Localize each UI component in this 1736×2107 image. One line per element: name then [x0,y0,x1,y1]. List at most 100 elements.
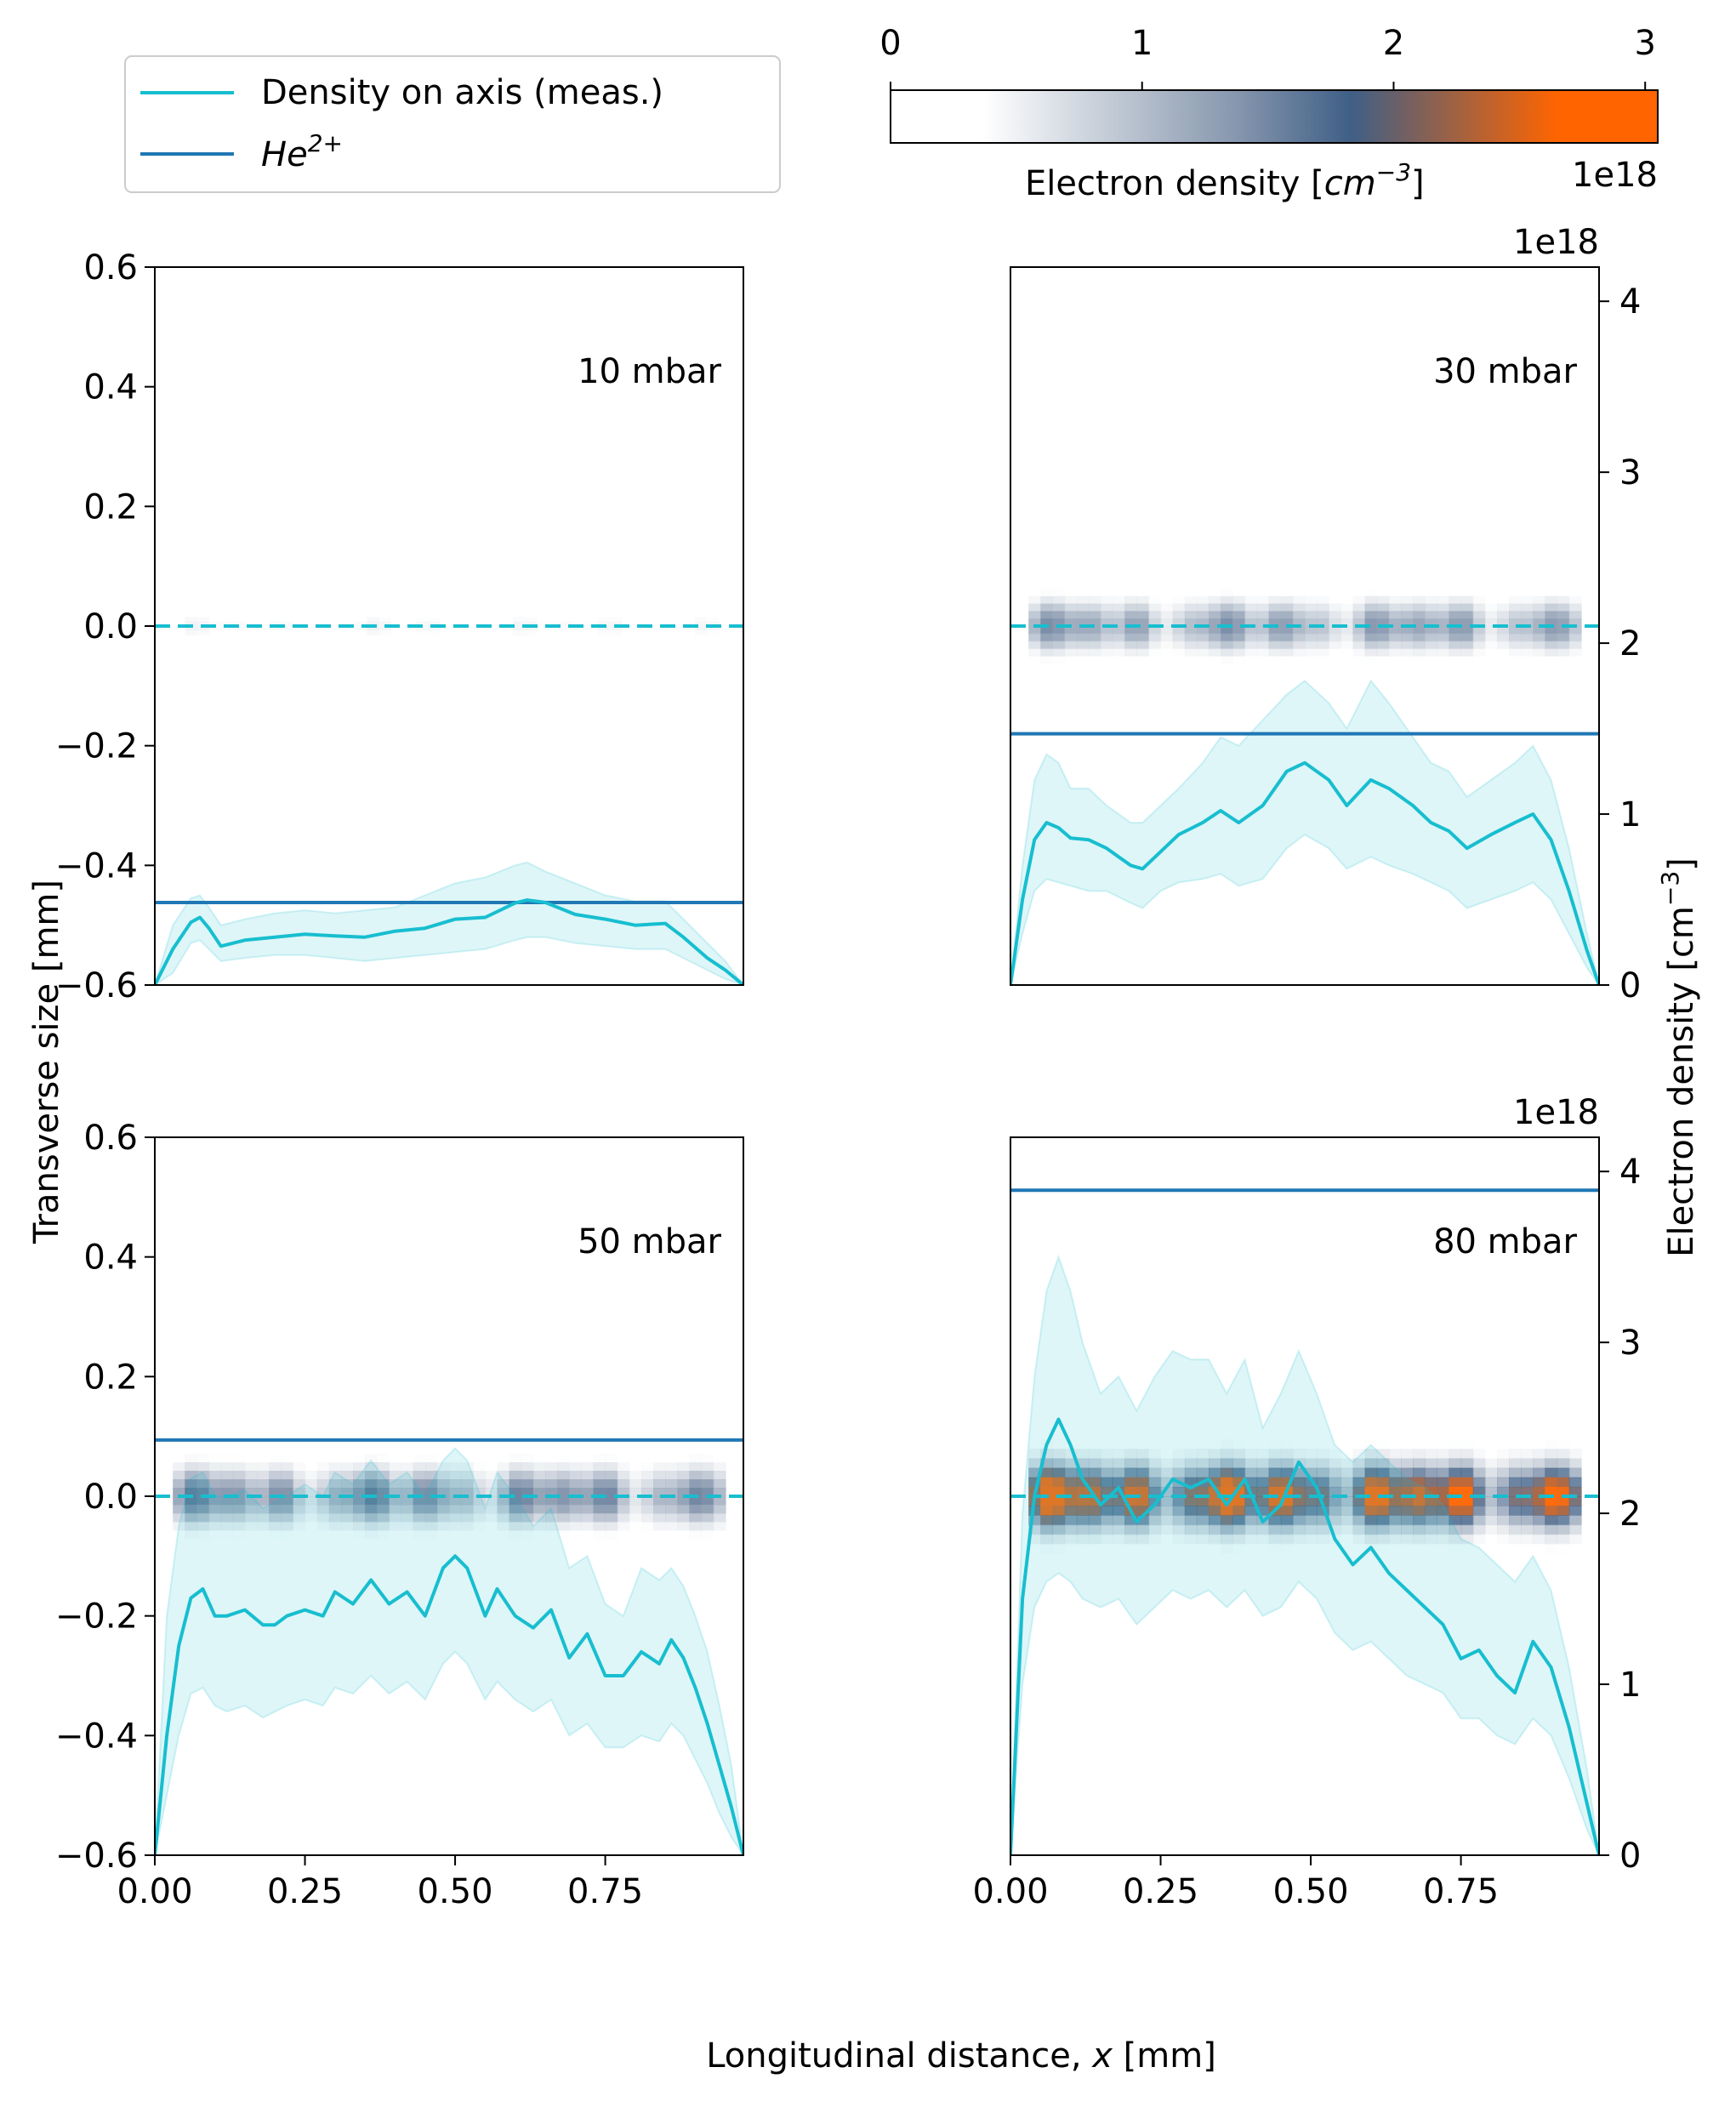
heatmap-cell [1244,656,1258,664]
heatmap-cell [634,639,647,645]
heatmap-cell [377,1505,390,1514]
heatmap-cell [1232,603,1246,612]
heatmap-cell [1533,1458,1546,1469]
heatmap-cell [1449,595,1462,605]
heatmap-cell [1184,1534,1198,1545]
heatmap-cell [1388,581,1402,589]
heatmap-cell [557,1529,570,1540]
heatmap-cell [509,1512,522,1523]
heatmap-cell [1568,1543,1582,1554]
heatmap-cell [353,1454,366,1463]
heatmap-cell [1196,1458,1210,1469]
y-axis-label-left: Transverse size [mm] [27,880,66,1244]
heatmap-cell [1401,595,1414,605]
heatmap-cell [209,617,223,623]
heatmap-cell [610,607,623,613]
heatmap-cell [1088,1477,1101,1488]
heatmap-cell [1148,1486,1162,1497]
heatmap-cell [306,617,320,623]
heatmap-cell [1076,611,1090,619]
heatmap-cell [1533,581,1546,589]
heatmap-cell [488,635,502,641]
heatmap-cell [569,1488,583,1497]
heatmap-cell [1221,1496,1233,1506]
heatmap-cell [1124,633,1138,642]
heatmap-cell [512,607,526,613]
heatmap-cell [1172,641,1186,650]
heatmap-cell [1472,641,1486,650]
heatmap-cell [1352,603,1366,612]
heatmap-cell [1460,1506,1474,1516]
heatmap-cell [1113,611,1125,619]
heatmap-cell [1256,611,1270,619]
heatmap-cell [512,635,526,641]
heatmap-cell [1497,603,1510,612]
heatmap-cell [221,635,235,641]
heatmap-cell [485,1462,498,1472]
x-axis-label-var: x [1090,2036,1113,2076]
heatmap-cell [593,1471,606,1480]
heatmap-cell [461,1505,474,1514]
heatmap-cell [713,1538,726,1548]
heatmap-cell [1521,581,1534,589]
heatmap-cell [403,617,417,623]
heatmap-cell [391,617,405,623]
heatmap-cell [1329,1543,1342,1554]
heatmap-cell [1136,1506,1150,1516]
heatmap-cell [581,1496,595,1506]
heatmap-cell [365,1462,378,1472]
heatmap-cell [316,1529,330,1540]
heatmap-cell [258,599,271,605]
heatmap-cell [713,1454,726,1463]
heatmap-cell [1472,1515,1486,1526]
heatmap-cell [208,1512,222,1523]
heatmap-cell [328,1505,342,1514]
heatmap-cell [597,621,611,627]
heatmap-cell [270,607,283,613]
heatmap-cell [1088,603,1101,612]
heatmap-cell [440,617,453,623]
right-axis-offset: 1e18 [1513,223,1599,262]
heatmap-cell [1425,648,1438,657]
heatmap-cell [617,1538,630,1548]
heatmap-cell [557,1488,570,1497]
heatmap-cell [1317,611,1329,619]
heatmap-cell [1413,611,1426,619]
heatmap-cell [585,644,599,650]
heatmap-cell [1256,1524,1270,1535]
heatmap-cell [653,1529,666,1540]
heatmap-cell [622,603,635,609]
heatmap-cell [537,621,550,627]
heatmap-cell [1148,1458,1162,1469]
heatmap-cell [1521,1449,1534,1460]
heatmap-cell [1460,595,1474,605]
heatmap-cell [413,1462,426,1472]
heatmap-cell [500,612,514,618]
heatmap-cell [695,626,709,632]
heatmap-cell [1136,1458,1150,1469]
heatmap-cell [1160,618,1174,627]
heatmap-cell [1196,589,1210,597]
heatmap-cell [1545,626,1558,635]
heatmap-cell [1460,1477,1474,1488]
heatmap-cell [1545,633,1558,642]
heatmap-cell [1113,1477,1125,1488]
heatmap-cell [413,1512,426,1523]
heatmap-cell [658,603,672,609]
heatmap-cell [282,607,295,613]
heatmap-cell [1028,1458,1042,1469]
heatmap-cell [537,635,550,641]
heatmap-cell [1388,1449,1402,1460]
heatmap-cell [1568,648,1582,657]
heatmap-cell [355,626,368,632]
heatmap-cell [436,1479,450,1489]
heatmap-cell [617,1479,630,1489]
heatmap-cell [1449,656,1462,664]
heatmap-cell [1533,603,1546,612]
heatmap-cell [1221,589,1233,597]
heatmap-cell [500,603,514,609]
heatmap-cell [1557,1467,1570,1478]
heatmap-cell [1160,1515,1174,1526]
heatmap-cell [1196,626,1210,635]
heatmap-cell [1160,1543,1174,1554]
